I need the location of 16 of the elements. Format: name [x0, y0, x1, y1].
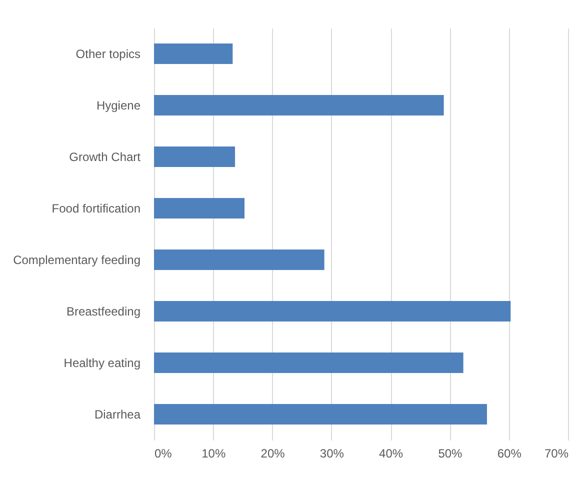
y-tick-label: Other topics — [76, 46, 140, 61]
x-tick-label: 10% — [202, 446, 226, 460]
y-tick-label: Diarrhea — [94, 407, 141, 422]
y-tick-label: Complementary feeding — [13, 252, 140, 267]
x-tick-label: 40% — [379, 446, 404, 460]
y-tick-label: Food fortification — [52, 201, 140, 216]
x-tick-label: 70% — [544, 446, 569, 460]
x-tick-label: 60% — [497, 446, 522, 460]
y-tick-label: Hygiene — [96, 98, 141, 112]
x-tick-label: 50% — [438, 446, 463, 460]
y-tick-label: Breastfeeding — [66, 304, 140, 318]
y-tick-label: Healthy eating — [64, 356, 140, 370]
x-tick-label: 30% — [320, 446, 344, 460]
x-tick-label: 0% — [154, 446, 172, 460]
y-tick-label: Growth Chart — [69, 150, 142, 164]
x-tick-label: 20% — [260, 446, 286, 460]
